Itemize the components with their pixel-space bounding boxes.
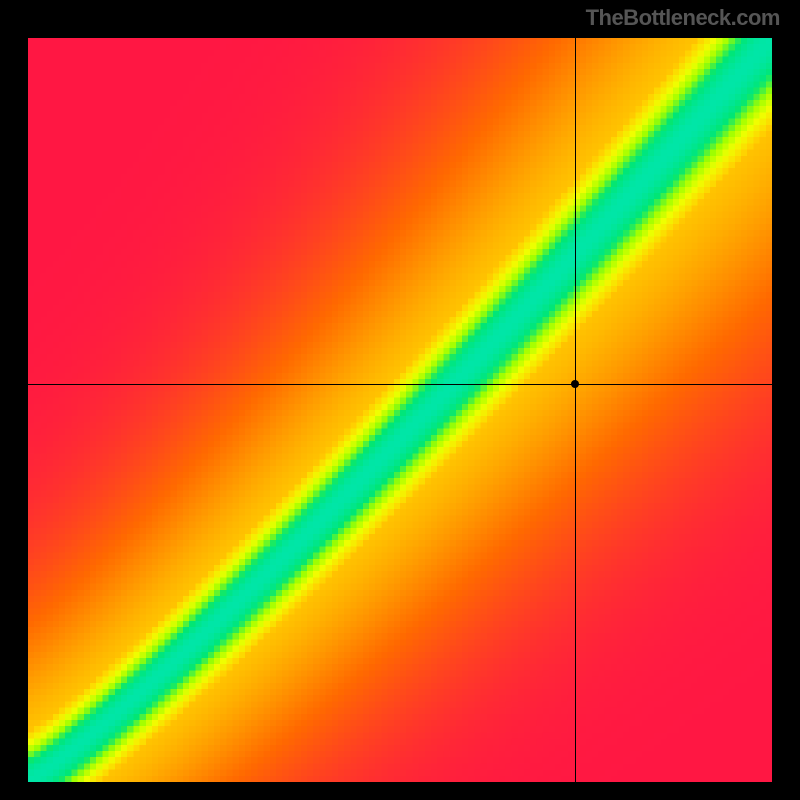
crosshair-horizontal bbox=[28, 384, 772, 385]
crosshair-marker bbox=[571, 380, 579, 388]
heatmap-plot bbox=[28, 38, 772, 782]
heatmap-canvas bbox=[28, 38, 772, 782]
crosshair-vertical bbox=[575, 38, 576, 782]
figure-container: TheBottleneck.com bbox=[0, 0, 800, 800]
watermark-text: TheBottleneck.com bbox=[586, 5, 780, 31]
